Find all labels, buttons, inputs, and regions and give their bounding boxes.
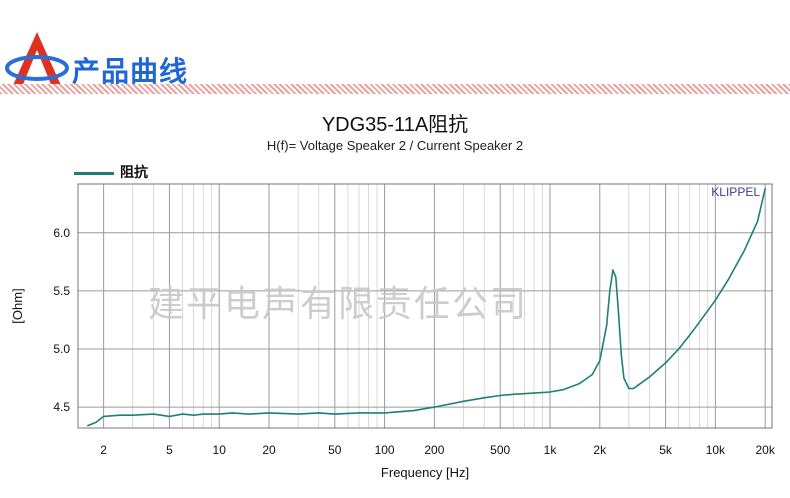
- impedance-data-point: [193, 414, 195, 416]
- klippel-annotation: KLIPPEL: [711, 185, 760, 199]
- impedance-data-point: [413, 410, 415, 412]
- impedance-data-point: [620, 354, 622, 356]
- impedance-data-point: [714, 299, 717, 301]
- impedance-data-point: [318, 412, 320, 414]
- impedance-data-point: [764, 188, 766, 190]
- x-tick-label: 10: [213, 443, 227, 457]
- impedance-data-point: [103, 415, 105, 417]
- y-axis-label: [Ohm]: [10, 288, 25, 323]
- impedance-data-point: [268, 412, 270, 414]
- impedance-data-point: [202, 413, 204, 415]
- impedance-data-point: [231, 412, 233, 414]
- impedance-data-point: [632, 387, 635, 390]
- impedance-data-point: [606, 325, 608, 327]
- chart-title: YDG35-11A阻抗: [321, 114, 469, 136]
- x-tick-label: 5k: [659, 443, 673, 457]
- legend-swatch: [74, 171, 114, 175]
- impedance-data-point: [612, 269, 614, 271]
- impedance-data-point: [757, 220, 759, 222]
- x-tick-label: 20: [262, 443, 276, 457]
- impedance-data-point: [533, 392, 535, 394]
- impedance-data-point: [578, 383, 580, 385]
- legend-label: 阻抗: [120, 164, 148, 180]
- impedance-data-point: [639, 383, 641, 385]
- company-logo-icon: [5, 32, 69, 92]
- impedance-data-point: [618, 313, 620, 315]
- y-tick-label: 5.5: [53, 284, 70, 298]
- watermark-text: 建平电声有限责任公司: [148, 284, 529, 325]
- chart-legend: 阻抗: [74, 162, 148, 182]
- header: 产品曲线: [0, 0, 790, 100]
- impedance-data-point: [512, 393, 514, 395]
- x-tick-label: 5: [166, 443, 173, 457]
- impedance-data-point: [609, 290, 611, 292]
- impedance-data-point: [433, 406, 435, 408]
- impedance-data-point: [591, 374, 593, 376]
- x-tick-label: 10k: [706, 443, 726, 457]
- impedance-data-point: [168, 415, 170, 417]
- impedance-data-point: [297, 413, 299, 415]
- x-tick-label: 200: [424, 443, 444, 457]
- y-tick-label: 4.5: [53, 400, 70, 414]
- x-tick-label: 2: [100, 443, 107, 457]
- impedance-data-point: [384, 412, 386, 414]
- impedance-data-point: [334, 413, 336, 415]
- impedance-data-point: [727, 278, 730, 280]
- impedance-data-point: [615, 276, 617, 278]
- x-tick-label: 1k: [544, 443, 558, 457]
- x-tick-label: 500: [490, 443, 510, 457]
- x-tick-label: 50: [328, 443, 342, 457]
- impedance-data-point: [549, 391, 551, 393]
- impedance-data-point: [649, 376, 651, 378]
- y-tick-label: 5.0: [53, 342, 70, 356]
- x-tick-label: 100: [375, 443, 395, 457]
- chart-subtitle: H(f)= Voltage Speaker 2 / Current Speake…: [266, 138, 524, 153]
- impedance-data-point: [247, 413, 249, 415]
- impedance-data-point: [119, 414, 121, 416]
- x-tick-label: 2k: [593, 443, 607, 457]
- x-axis-label: Frequency [Hz]: [381, 465, 469, 480]
- impedance-data-point: [678, 348, 680, 350]
- impedance-data-point: [462, 400, 465, 402]
- impedance-data-point: [628, 387, 630, 390]
- impedance-data-point: [665, 362, 667, 364]
- impedance-data-point: [152, 413, 154, 415]
- impedance-data-point: [689, 334, 691, 336]
- impedance-data-point: [483, 397, 485, 399]
- impedance-data-point: [132, 414, 134, 416]
- impedance-data-point: [698, 321, 700, 323]
- impedance-data-point: [95, 421, 97, 423]
- impedance-data-point: [743, 249, 746, 251]
- impedance-data-point: [358, 412, 360, 414]
- x-tick-label: 20k: [755, 443, 775, 457]
- header-divider: [0, 84, 790, 94]
- impedance-data-point: [218, 413, 220, 415]
- y-tick-label: 6.0: [53, 226, 70, 240]
- impedance-data-point: [499, 394, 501, 397]
- impedance-data-point: [599, 360, 601, 362]
- impedance-data-point: [562, 389, 564, 391]
- impedance-data-point: [181, 413, 184, 415]
- impedance-data-point: [623, 377, 625, 379]
- header-title: 产品曲线: [72, 55, 189, 88]
- plot-frame: [77, 183, 773, 429]
- impedance-data-point: [87, 425, 89, 427]
